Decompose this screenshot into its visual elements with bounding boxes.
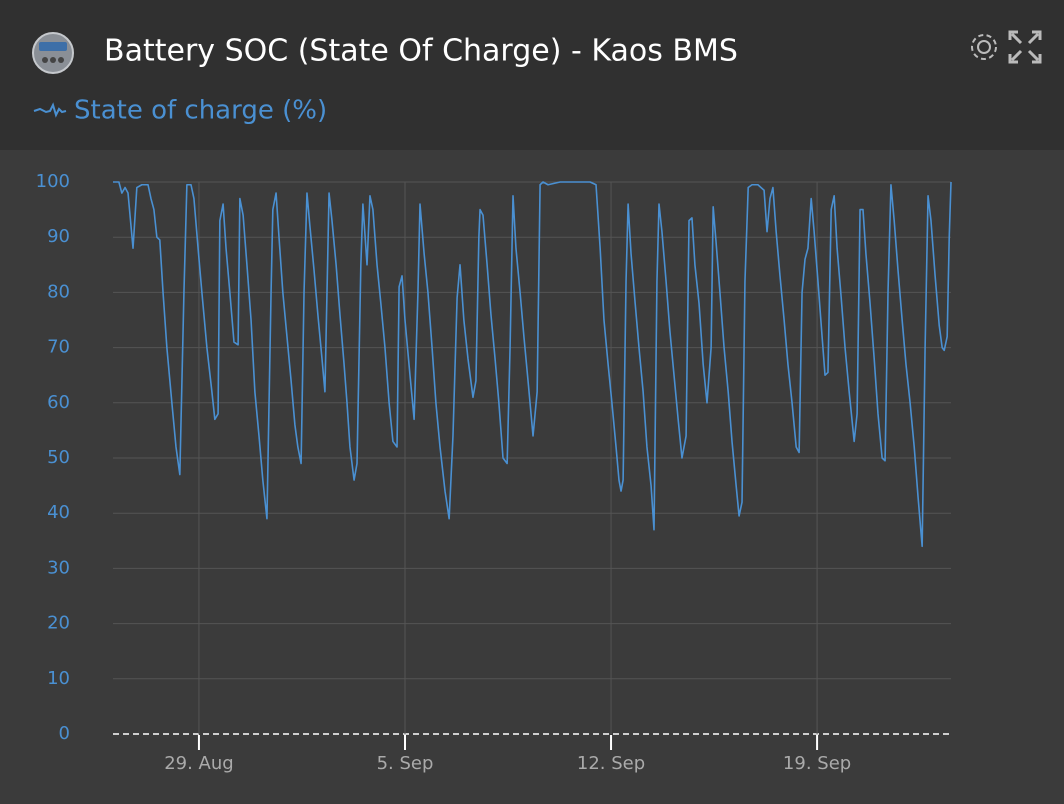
y-tick-label: 50 — [47, 447, 70, 468]
header-background — [0, 0, 1064, 150]
y-tick-label: 70 — [47, 337, 70, 358]
battery-icon — [32, 32, 74, 74]
y-tick-label: 30 — [47, 557, 70, 578]
settings-icon[interactable] — [971, 34, 997, 60]
y-tick-label: 100 — [36, 171, 70, 192]
y-tick-label: 10 — [47, 668, 70, 689]
y-tick-label: 0 — [59, 723, 70, 744]
legend-swatch — [33, 102, 67, 118]
plot-background — [0, 150, 1064, 804]
x-tick-label: 19. Sep — [783, 753, 851, 774]
y-tick-label: 90 — [47, 226, 70, 247]
x-tick-label: 5. Sep — [377, 753, 434, 774]
x-tick-label: 29. Aug — [164, 753, 234, 774]
legend-label: State of charge (%) — [74, 96, 327, 126]
y-tick-label: 20 — [47, 613, 70, 634]
y-tick-label: 60 — [47, 392, 70, 413]
y-tick-label: 80 — [47, 281, 70, 302]
y-tick-label: 40 — [47, 502, 70, 523]
x-tick-label: 12. Sep — [577, 753, 645, 774]
soc-line — [113, 181, 952, 548]
fullscreen-icon[interactable] — [1008, 30, 1042, 64]
legend[interactable]: State of charge (%) — [33, 96, 327, 126]
title: Battery SOC (State Of Charge) - Kaos BMS — [104, 34, 738, 69]
